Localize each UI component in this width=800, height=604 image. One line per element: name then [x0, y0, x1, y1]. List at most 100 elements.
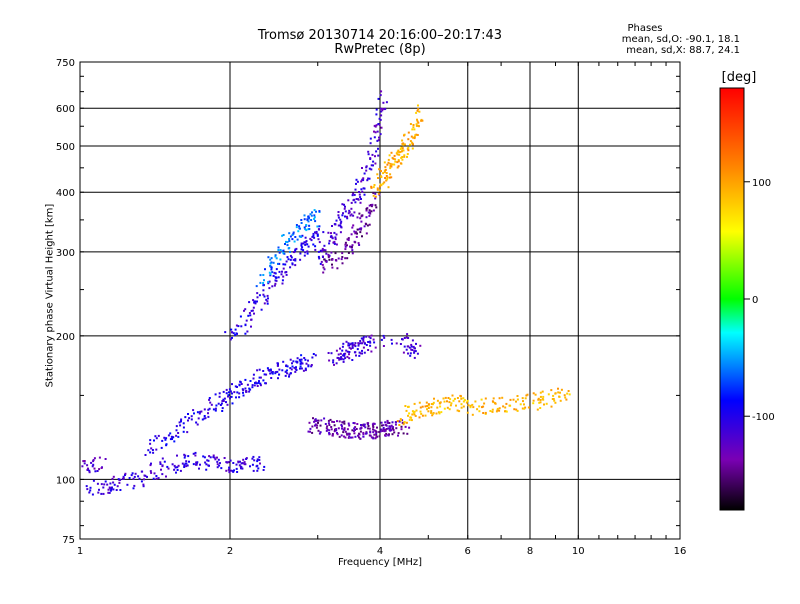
echo-point [142, 483, 145, 486]
echo-point [366, 422, 369, 425]
echo-point [331, 263, 333, 266]
echo-point [252, 377, 255, 380]
echo-point [359, 196, 362, 199]
echo-point [383, 181, 386, 184]
echo-point [344, 248, 347, 251]
colorbar [719, 87, 745, 511]
echo-point [353, 198, 356, 201]
echo-point [304, 251, 307, 254]
echo-point [374, 131, 377, 134]
echo-point [413, 402, 416, 405]
echo-point [397, 432, 400, 435]
echo-point [326, 425, 329, 428]
chart-subtitle: RwPretec (8p) [334, 42, 426, 57]
echo-point [143, 478, 146, 481]
echo-point [460, 395, 462, 398]
echo-point [409, 352, 412, 355]
echo-point [363, 193, 366, 196]
echo-point [389, 173, 392, 176]
echo-point [396, 150, 399, 153]
echo-point [286, 244, 289, 247]
echo-point [289, 358, 292, 361]
echo-point [384, 421, 387, 424]
echo-point [225, 392, 228, 395]
echo-point [395, 342, 398, 345]
echo-point [292, 360, 295, 363]
echo-point [284, 263, 287, 266]
echo-point [331, 420, 334, 423]
echo-point [256, 460, 259, 463]
echo-point [173, 468, 176, 471]
echo-point [402, 432, 405, 435]
echo-point [351, 345, 354, 348]
colorbar-tick-label: 0 [752, 295, 758, 306]
echo-point [210, 403, 213, 406]
echo-point [316, 234, 319, 237]
echo-point [359, 437, 362, 440]
echo-point [538, 401, 541, 404]
echo-point [312, 353, 315, 355]
echo-point [361, 235, 363, 238]
echo-point [331, 266, 334, 269]
echo-point [269, 274, 272, 277]
echo-point [372, 424, 375, 427]
echo-point [399, 343, 402, 345]
echo-point [232, 332, 235, 335]
echo-point [330, 352, 333, 355]
echo-point [337, 353, 340, 356]
echo-point [259, 376, 262, 379]
echo-point [146, 475, 148, 478]
echo-point [337, 357, 340, 359]
echo-point [109, 487, 112, 490]
echo-point [391, 433, 394, 436]
echo-point [382, 428, 385, 431]
echo-point [248, 390, 251, 393]
echo-point [491, 408, 494, 411]
echo-point [348, 424, 351, 427]
echo-point [369, 212, 372, 215]
echo-point [296, 238, 299, 241]
echo-point [291, 365, 294, 368]
echo-point [218, 395, 221, 398]
echo-point [382, 182, 385, 185]
echo-point [413, 413, 416, 416]
echo-point [333, 424, 336, 427]
echo-point [150, 462, 152, 465]
echo-point [288, 232, 291, 235]
x-tick-label: 6 [465, 546, 471, 557]
echo-point [409, 354, 412, 357]
echo-point [284, 374, 287, 377]
echo-point [328, 424, 331, 426]
echo-point [147, 449, 150, 452]
echo-point [89, 489, 92, 492]
echo-point [289, 266, 292, 269]
echo-point [269, 264, 272, 267]
echo-point [165, 475, 167, 478]
echo-point [355, 354, 357, 357]
echo-point [403, 337, 406, 339]
echo-point [83, 460, 86, 462]
echo-point [363, 187, 366, 190]
x-tick-label: 10 [572, 546, 585, 557]
echo-point [331, 433, 334, 435]
echo-point [281, 270, 283, 273]
echo-point [474, 400, 477, 403]
echo-point [410, 416, 413, 419]
echo-point [335, 362, 338, 365]
echo-point [279, 258, 282, 261]
echo-point [115, 489, 118, 491]
echo-point [352, 192, 355, 195]
echo-point [334, 236, 337, 239]
echo-point [192, 452, 195, 455]
echo-point [405, 348, 408, 351]
echo-point [177, 432, 180, 434]
echo-point [458, 410, 461, 413]
echo-point [377, 123, 380, 125]
echo-point [397, 434, 399, 437]
echo-point [354, 232, 357, 235]
echo-point [190, 418, 193, 421]
echo-point [353, 430, 355, 432]
echo-point [230, 328, 233, 331]
echo-point [401, 139, 404, 142]
echo-point [367, 425, 370, 427]
